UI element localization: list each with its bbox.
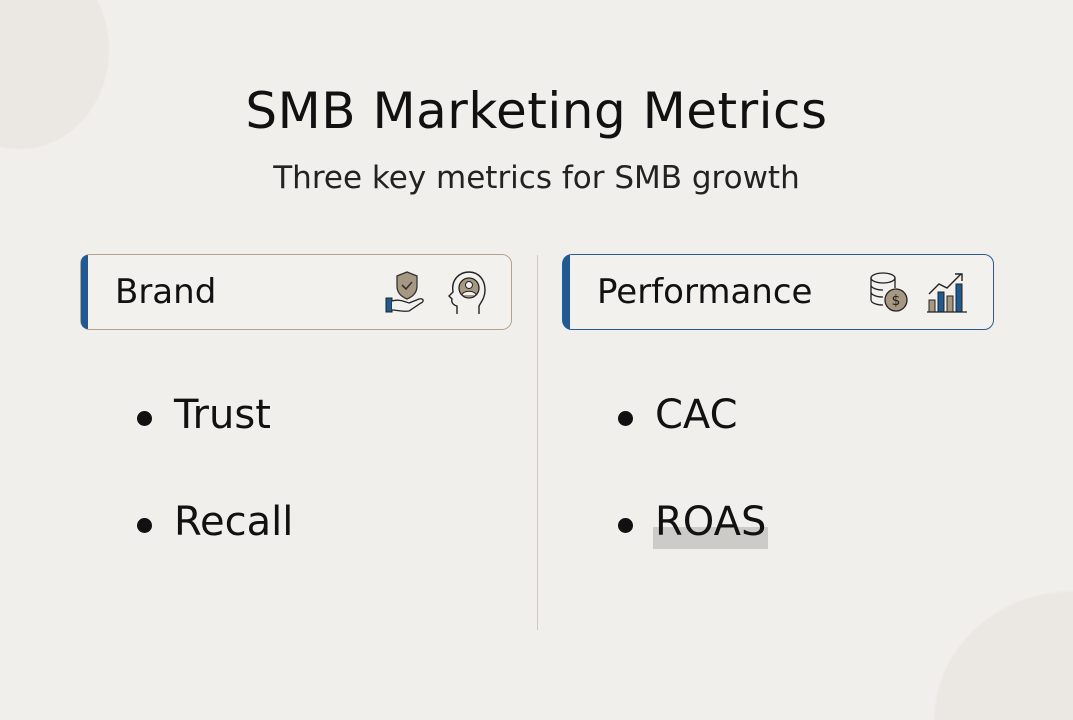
performance-label: Performance xyxy=(597,272,813,312)
bullet-icon xyxy=(618,411,633,426)
bullet-icon xyxy=(618,518,633,533)
highlighted-text: ROAS xyxy=(652,499,769,549)
svg-text:$: $ xyxy=(892,293,901,309)
performance-metrics-list: CAC ROAS xyxy=(618,392,769,606)
brand-label: Brand xyxy=(115,272,217,312)
bar-chart-growth-icon xyxy=(927,273,967,313)
bullet-icon xyxy=(137,411,152,426)
list-item: CAC xyxy=(618,392,766,499)
list-item: ROAS xyxy=(618,499,769,606)
accent-bar xyxy=(563,255,570,329)
page-title: SMB Marketing Metrics xyxy=(245,82,828,140)
coins-dollar-icon: $ xyxy=(870,272,908,312)
list-item: Recall xyxy=(137,499,293,606)
list-item: Trust xyxy=(137,392,293,499)
brand-metrics-list: Trust Recall xyxy=(137,392,293,606)
column-divider xyxy=(537,255,538,630)
bullet-icon xyxy=(137,518,152,533)
page-subtitle: Three key metrics for SMB growth xyxy=(273,160,800,196)
head-person-icon xyxy=(448,271,486,314)
brand-header: Brand xyxy=(80,254,512,330)
hand-shield-check-icon xyxy=(385,271,424,313)
performance-header: Performance $ xyxy=(562,254,994,330)
accent-bar xyxy=(81,255,88,329)
